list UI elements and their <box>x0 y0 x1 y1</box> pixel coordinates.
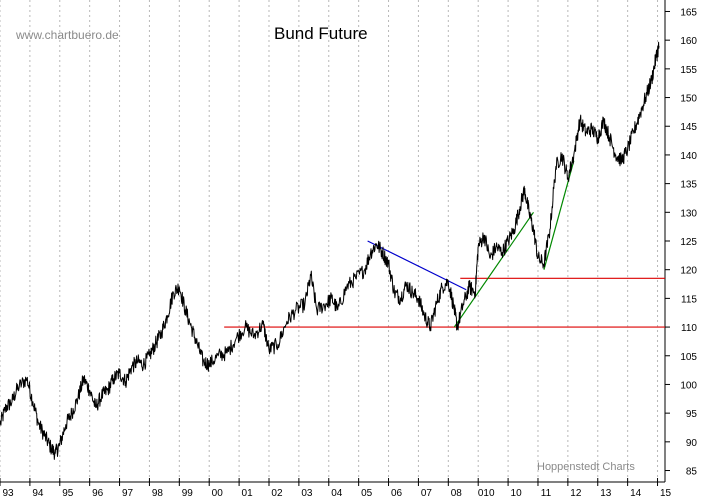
y-tick-label: 110 <box>681 323 697 334</box>
x-tick-label: 12 <box>570 488 582 499</box>
y-tick-label: 90 <box>686 438 698 449</box>
credit-text: Hoppenstedt Charts <box>537 461 635 473</box>
x-tick-label: 11 <box>541 488 552 499</box>
x-tick-label: 10 <box>511 488 523 499</box>
y-tick-label: 95 <box>686 409 698 420</box>
trend-line <box>453 211 534 328</box>
x-tick-label: 06 <box>391 488 403 499</box>
x-tick-label: 02 <box>271 488 283 499</box>
trend-line <box>367 240 467 291</box>
y-tick-label: 85 <box>686 467 698 478</box>
x-tick-label: 13 <box>600 488 612 499</box>
x-tick-label: 00 <box>212 488 224 499</box>
chart-title: Bund Future <box>274 24 368 43</box>
y-tick-label: 135 <box>680 180 697 191</box>
y-axis: 85 90 95 100 105 110 115 120 125 130 135 140 145 150 1… <box>664 0 698 482</box>
x-tick-label: 97 <box>122 488 134 499</box>
y-tick-label: 145 <box>680 122 697 133</box>
y-tick-label: 150 <box>680 94 697 105</box>
trend-lines <box>224 160 665 328</box>
price-series <box>0 41 660 460</box>
y-tick-label: 155 <box>680 65 697 76</box>
x-tick-label: 03 <box>301 488 313 499</box>
x-axis: 93 94 95 96 97 98 99 00 01 02 03 04 05 06 07 08 010 10 11 1… <box>0 478 672 499</box>
x-tick-label: 94 <box>32 488 44 499</box>
x-tick-label: 07 <box>421 488 433 499</box>
x-tick-label: 15 <box>660 488 672 499</box>
x-tick-label: 95 <box>62 488 74 499</box>
y-tick-label: 115 <box>681 294 697 305</box>
x-tick-label: 05 <box>361 488 373 499</box>
watermark-text: www.chartbuero.de <box>15 28 119 42</box>
x-tick-label: 010 <box>478 488 495 499</box>
x-tick-label: 93 <box>2 488 14 499</box>
y-tick-label: 165 <box>680 7 697 18</box>
price-line <box>0 41 660 460</box>
y-tick-label: 100 <box>680 380 697 391</box>
y-tick-label: 140 <box>680 151 697 162</box>
x-tick-label: 96 <box>92 488 104 499</box>
y-tick-label: 105 <box>680 352 697 363</box>
vertical-grid <box>0 0 659 482</box>
x-tick-label: 14 <box>630 488 642 499</box>
x-tick-label: 04 <box>331 488 343 499</box>
y-tick-label: 125 <box>680 237 697 248</box>
x-tick-label: 01 <box>242 488 254 499</box>
y-tick-label: 130 <box>680 208 697 219</box>
y-tick-label: 120 <box>680 266 697 277</box>
x-tick-label: 98 <box>152 488 164 499</box>
y-tick-label: 160 <box>680 36 697 47</box>
x-tick-label: 08 <box>451 488 463 499</box>
x-tick-label: 99 <box>182 488 194 499</box>
